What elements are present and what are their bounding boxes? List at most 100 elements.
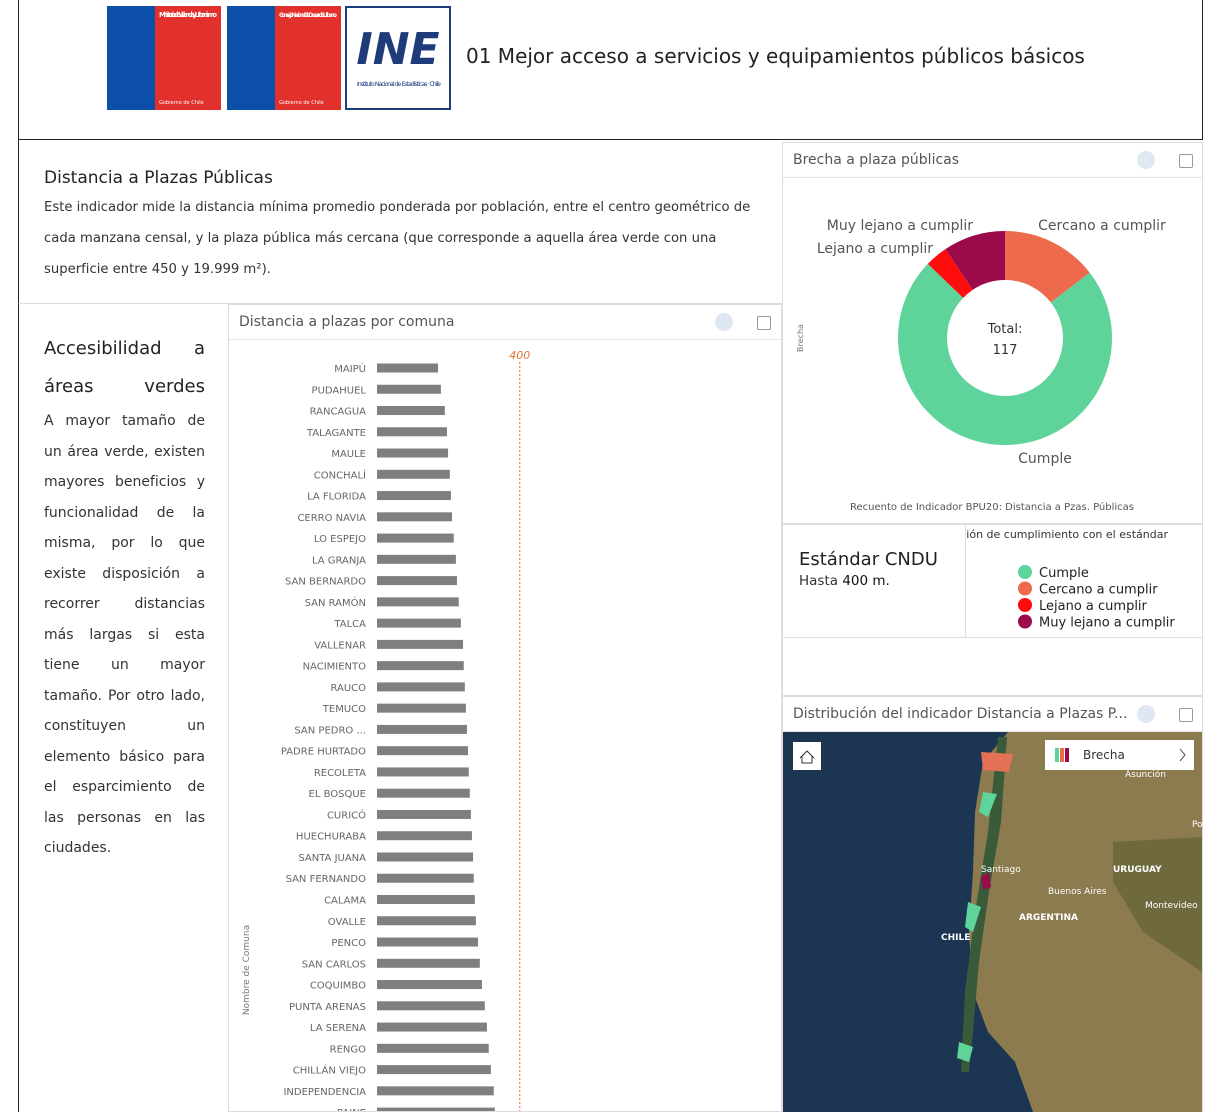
logo-text: Consejo Nacional de Desarrollo Urbano	[279, 12, 337, 19]
bar	[377, 767, 469, 776]
category-label: SAN RAMÓN	[305, 596, 366, 609]
bar	[377, 810, 471, 819]
category-label: LA FLORIDA	[307, 492, 366, 503]
panel-button[interactable]	[1137, 151, 1155, 169]
slice-label: Cercano a cumplir	[1038, 218, 1166, 234]
bar-chart: 400Nombre de ComunaMAIPÚPUDAHUELRANCAGUA…	[229, 340, 781, 1111]
category-label: OVALLE	[328, 917, 366, 928]
intro-panel: Distancia a Plazas Públicas Este indicad…	[18, 140, 782, 304]
category-label: TEMUCO	[322, 704, 366, 715]
bar	[377, 831, 472, 840]
side-title: Accesibilidad a áreas verdes	[44, 330, 205, 406]
category-label: VALLENAR	[314, 640, 366, 651]
logos: Ministerio de Vivienda y Urbanismo Gobie…	[107, 6, 455, 112]
panel-button[interactable]	[757, 316, 771, 330]
bar	[377, 852, 473, 861]
legend-swatch	[1018, 615, 1032, 629]
bar	[377, 746, 468, 755]
legend-label: Cumple	[1039, 566, 1089, 581]
home-button[interactable]	[793, 742, 821, 770]
bar	[377, 512, 452, 521]
category-label: PUDAHUEL	[312, 385, 367, 396]
bar	[377, 597, 459, 606]
category-label: SAN CARLOS	[302, 959, 366, 970]
panel-button[interactable]	[1179, 154, 1193, 168]
spacer-panel	[782, 638, 1203, 696]
logo-cndu-red	[275, 6, 341, 110]
total-value: 117	[993, 343, 1018, 358]
category-label: CURICÓ	[327, 808, 366, 821]
bar	[377, 704, 466, 713]
category-label: MAULE	[331, 449, 366, 460]
bar	[377, 1044, 489, 1053]
bar	[377, 449, 448, 458]
category-label: EL BOSQUE	[309, 789, 366, 800]
legend-label: Cercano a cumplir	[1039, 583, 1158, 598]
bar	[377, 980, 482, 989]
legend-panel: Relación de cumplimiento con el estándar…	[965, 524, 1203, 638]
bar	[377, 1001, 485, 1010]
bar	[377, 725, 467, 734]
category-label: PAINE	[337, 1108, 366, 1111]
panel-button[interactable]	[1137, 705, 1155, 723]
panel-header: Distancia a plazas por comuna	[229, 305, 781, 340]
logo-text: Gobierno de Chile	[159, 100, 204, 106]
logo-minvu-red	[155, 6, 221, 110]
layer-icon	[1065, 748, 1069, 762]
bar	[377, 491, 451, 500]
side-panel: Accesibilidad a áreas verdes A mayor tam…	[18, 304, 228, 1112]
category-label: CHILLÁN VIEJO	[293, 1064, 366, 1077]
bar	[377, 1108, 495, 1111]
category-label: RECOLETA	[314, 768, 366, 779]
slice-label: Lejano a cumplir	[817, 241, 933, 257]
category-label: RAUCO	[330, 683, 366, 694]
bar	[377, 1023, 487, 1032]
category-label: LO ESPEJO	[314, 534, 366, 545]
panel-button[interactable]	[1179, 708, 1193, 722]
legend-swatch	[1018, 598, 1032, 612]
map-label: Po	[1192, 820, 1202, 830]
category-label: PENCO	[331, 938, 366, 949]
page-title: 01 Mejor acceso a servicios y equipamien…	[466, 44, 1085, 68]
standard-title: Estándar CNDU	[799, 549, 938, 570]
bar	[377, 895, 475, 904]
standard-prefix: Hasta	[799, 573, 838, 589]
bar	[377, 576, 457, 585]
bar	[377, 534, 454, 543]
bar	[377, 1065, 491, 1074]
bar	[377, 427, 447, 436]
category-label: CERRO NAVIA	[297, 513, 366, 524]
category-label: CONCHALÍ	[314, 468, 366, 481]
total-label: Total:	[987, 322, 1023, 337]
axis-label: Brecha	[796, 324, 805, 352]
standard-value: 400 m.	[842, 573, 890, 589]
map: Asunción Po Santiago URUGUAY Buenos Aire…	[783, 732, 1202, 1112]
map-label: Santiago	[981, 865, 1021, 875]
standard-panel: Estándar CNDU Hasta 400 m.	[782, 524, 966, 638]
legend-label: Muy lejano a cumplir	[1039, 616, 1175, 631]
bar	[377, 555, 456, 564]
panel-button[interactable]	[715, 313, 733, 331]
map-label: ARGENTINA	[1019, 913, 1078, 923]
side-text: A mayor tamaño de un área verde, existen…	[44, 406, 205, 864]
category-label: MAIPÚ	[334, 362, 366, 375]
category-label: PUNTA ARENAS	[289, 1002, 366, 1013]
bar	[377, 789, 470, 798]
standard-text: Hasta 400 m.	[799, 573, 890, 589]
category-label: SAN FERNANDO	[286, 874, 367, 885]
bar	[377, 385, 441, 394]
logo-ine-text: INE	[356, 24, 439, 75]
map-label: Asunción	[1125, 769, 1166, 780]
bar	[377, 874, 474, 883]
legend-swatch	[1018, 565, 1032, 579]
bar	[377, 916, 476, 925]
bar	[377, 1086, 494, 1095]
intro-text: Este indicador mide la distancia mínima …	[44, 192, 759, 285]
category-label: SANTA JUANA	[298, 853, 366, 864]
category-label: RANCAGUA	[310, 407, 367, 418]
slice-label: Muy lejano a cumplir	[827, 218, 973, 234]
bar	[377, 959, 480, 968]
category-label: HUECHURABA	[296, 832, 366, 843]
